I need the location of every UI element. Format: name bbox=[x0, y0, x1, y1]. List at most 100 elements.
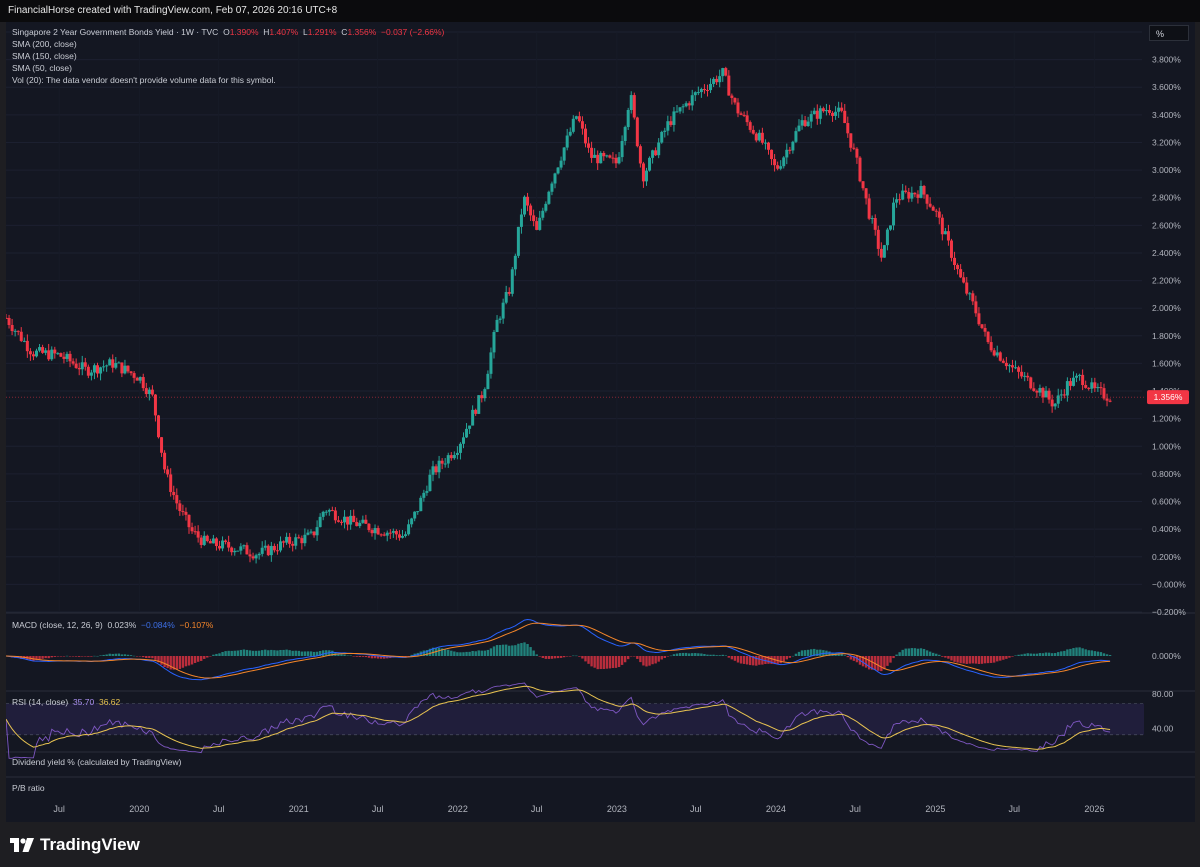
candle bbox=[556, 167, 560, 174]
candle bbox=[544, 203, 548, 211]
candle bbox=[166, 469, 170, 475]
candle bbox=[654, 150, 658, 156]
sma150-legend[interactable]: SMA (150, close) bbox=[12, 51, 77, 61]
candle bbox=[882, 245, 886, 258]
macd-histogram-bar bbox=[944, 656, 947, 658]
rsi-ma-value: 36.62 bbox=[98, 697, 121, 707]
rsi-ma-line bbox=[6, 685, 1111, 750]
candle bbox=[727, 75, 731, 96]
macd-histogram-bar bbox=[1005, 656, 1008, 659]
macd-histogram-bar bbox=[44, 656, 47, 659]
macd-histogram-bar bbox=[477, 650, 480, 656]
x-tick-label: 2025 bbox=[925, 804, 945, 814]
chart-canvas[interactable]: 4.000%3.800%3.600%3.400%3.200%3.000%2.80… bbox=[6, 22, 1195, 822]
candle bbox=[89, 372, 93, 376]
candle bbox=[733, 97, 737, 103]
macd-histogram-bar bbox=[138, 656, 142, 657]
candle bbox=[956, 265, 960, 270]
y-tick-label: 2.600% bbox=[1152, 220, 1181, 230]
candle bbox=[388, 532, 392, 534]
candle bbox=[1062, 394, 1066, 396]
macd-histogram-bar bbox=[123, 654, 127, 656]
macd-histogram-bar bbox=[462, 652, 465, 656]
sma50-legend[interactable]: SMA (50, close) bbox=[12, 63, 72, 73]
candle bbox=[715, 78, 719, 83]
candle bbox=[260, 547, 264, 554]
price-legend-row: Singapore 2 Year Government Bonds Yield … bbox=[12, 27, 445, 37]
candle bbox=[928, 203, 932, 207]
candle bbox=[355, 522, 359, 527]
macd-histogram-bar bbox=[535, 654, 538, 656]
candle bbox=[888, 225, 892, 230]
rsi-label[interactable]: RSI (14, close) bbox=[12, 697, 69, 707]
macd-histogram-bar bbox=[1014, 655, 1017, 656]
macd-histogram-bar bbox=[712, 654, 715, 656]
macd-histogram-bar bbox=[584, 656, 587, 662]
candle bbox=[1056, 395, 1060, 404]
candle bbox=[849, 133, 853, 148]
candle bbox=[669, 121, 673, 125]
macd-histogram-bar bbox=[306, 651, 310, 656]
candle bbox=[968, 293, 972, 295]
pb-ratio-legend[interactable]: P/B ratio bbox=[12, 783, 45, 793]
tradingview-logo[interactable]: TradingView bbox=[10, 834, 140, 856]
macd-histogram-bar bbox=[1044, 652, 1048, 656]
candle bbox=[611, 157, 615, 159]
candle bbox=[779, 166, 783, 169]
macd-histogram-bar bbox=[886, 656, 889, 666]
macd-histogram-bar bbox=[968, 656, 971, 664]
chart-area[interactable]: 4.000%3.800%3.600%3.400%3.200%3.000%2.80… bbox=[6, 22, 1195, 822]
candle bbox=[1108, 400, 1112, 402]
tradingview-logo-text: TradingView bbox=[40, 835, 140, 854]
candle bbox=[782, 157, 786, 167]
candle bbox=[288, 536, 292, 544]
macd-histogram-bar bbox=[343, 654, 346, 656]
macd-histogram-bar bbox=[922, 648, 926, 656]
candle bbox=[1032, 388, 1036, 391]
macd-histogram-bar bbox=[260, 650, 264, 656]
x-tick-label: Jul bbox=[849, 804, 861, 814]
macd-histogram-bar bbox=[935, 653, 938, 656]
macd-histogram-bar bbox=[199, 656, 203, 661]
macd-histogram-bar bbox=[276, 650, 279, 656]
candle bbox=[864, 188, 868, 199]
symbol-label[interactable]: Singapore 2 Year Government Bonds Yield … bbox=[12, 27, 219, 37]
macd-axis-label: 0.000% bbox=[1152, 651, 1181, 661]
macd-signal-value: −0.107% bbox=[179, 620, 214, 630]
dividend-yield-legend[interactable]: Dividend yield % (calculated by TradingV… bbox=[12, 757, 182, 767]
candle bbox=[50, 349, 54, 360]
price-scale-unit-button[interactable]: % bbox=[1149, 25, 1189, 41]
candle bbox=[339, 521, 343, 523]
sma200-legend[interactable]: SMA (200, close) bbox=[12, 39, 77, 49]
candle bbox=[394, 531, 398, 535]
candle bbox=[483, 389, 487, 399]
macd-histogram-bar bbox=[767, 656, 770, 664]
macd-histogram-bar bbox=[224, 651, 227, 656]
x-tick-label: Jul bbox=[213, 804, 225, 814]
macd-histogram-bar bbox=[346, 655, 349, 657]
candle bbox=[1007, 365, 1011, 367]
macd-histogram-bar bbox=[642, 656, 645, 666]
candle bbox=[1099, 387, 1103, 389]
macd-histogram-bar bbox=[1105, 654, 1109, 656]
volume-legend[interactable]: Vol (20): The data vendor doesn't provid… bbox=[12, 75, 276, 85]
macd-histogram-bar bbox=[565, 656, 569, 657]
macd-histogram-bar bbox=[1017, 654, 1020, 656]
macd-histogram-bar bbox=[169, 656, 172, 670]
candle bbox=[65, 353, 69, 359]
macd-histogram-bar bbox=[264, 649, 267, 656]
macd-histogram-bar bbox=[593, 656, 596, 668]
macd-histogram-bar bbox=[986, 656, 990, 664]
macd-histogram-bar bbox=[282, 649, 285, 656]
macd-label[interactable]: MACD (close, 12, 26, 9) bbox=[12, 620, 103, 630]
candle bbox=[559, 160, 563, 168]
candle bbox=[187, 514, 191, 528]
macd-histogram-bar bbox=[437, 647, 441, 656]
candle bbox=[855, 148, 859, 158]
candle bbox=[745, 115, 749, 123]
y-tick-label: 3.400% bbox=[1152, 110, 1181, 120]
candle bbox=[422, 492, 426, 498]
candle bbox=[330, 510, 334, 512]
candle bbox=[913, 192, 917, 195]
macd-histogram-bar bbox=[218, 653, 221, 656]
